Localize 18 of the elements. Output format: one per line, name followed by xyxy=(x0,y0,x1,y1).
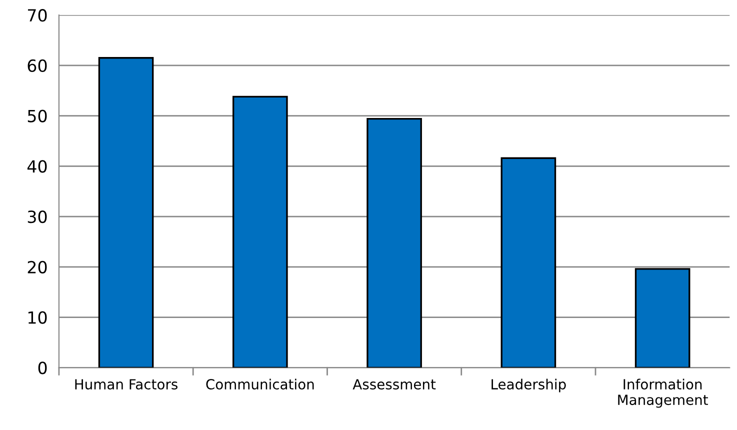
x-tick-label: Information Management xyxy=(618,378,708,408)
bar xyxy=(98,57,154,368)
bar xyxy=(366,118,422,368)
x-tick-label: Communication xyxy=(206,378,314,390)
y-tick-label: 40 xyxy=(27,160,47,173)
x-tick-label: Assessment xyxy=(352,379,436,390)
y-tick-label: 60 xyxy=(28,59,47,72)
y-tick-label: 10 xyxy=(28,311,47,324)
bar xyxy=(634,268,690,368)
y-tick-label: 50 xyxy=(28,110,47,122)
y-tick-label: 0 xyxy=(38,362,47,374)
y-tick-label: 20 xyxy=(28,260,47,274)
x-tick-label: Leadership xyxy=(492,378,566,392)
x-tick-label: Human Factors xyxy=(75,379,178,390)
bar xyxy=(500,157,556,368)
y-tick-label: 70 xyxy=(28,9,47,22)
bar xyxy=(232,96,288,368)
y-tick-label: 30 xyxy=(28,210,47,224)
